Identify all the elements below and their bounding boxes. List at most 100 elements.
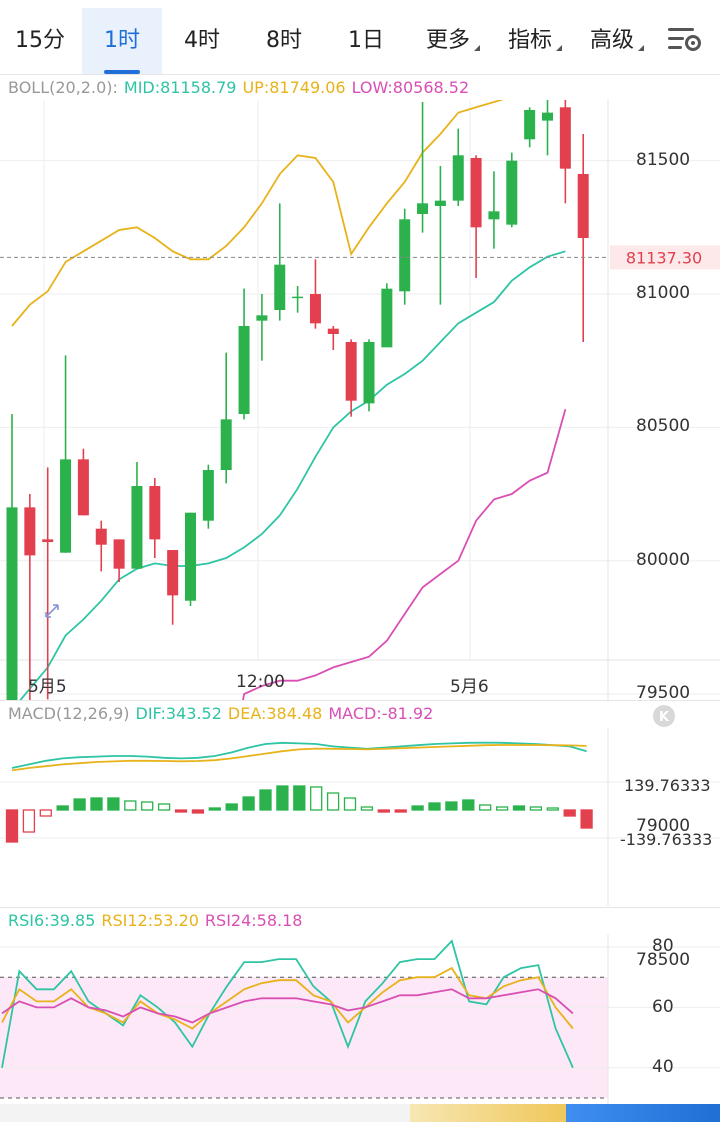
macd-histogram-bar (343, 797, 357, 811)
macd-histogram-bar (394, 809, 407, 813)
svg-text:K: K (659, 710, 670, 725)
candle-body (6, 507, 18, 700)
macd-axis-label: -139.76333 (620, 830, 713, 849)
tab-more[interactable]: 更多 (416, 8, 490, 74)
candle-body (292, 296, 304, 299)
macd-histogram-bar (39, 809, 52, 817)
tab-1d[interactable]: 1日 (348, 28, 384, 53)
macd-histogram-bar (225, 803, 238, 811)
dropdown-triangle-icon (556, 45, 562, 51)
tab-1h[interactable]: 1时 (82, 8, 162, 74)
rsi24-value: RSI24:58.18 (204, 911, 303, 930)
macd-histogram-bar (495, 806, 509, 811)
macd-histogram-bar (580, 809, 593, 829)
macd-histogram-bar (546, 807, 559, 811)
macd-histogram-bar (124, 800, 137, 811)
rsi12-value: RSI12:53.20 (101, 911, 199, 930)
candle-body (470, 157, 482, 228)
candle-body (381, 288, 393, 348)
tab-15m[interactable]: 15分 (15, 28, 65, 53)
macd-histogram-bar (276, 785, 289, 811)
price-axis-label: 81500 (636, 149, 691, 170)
macd-histogram-bar (56, 805, 69, 811)
macd-histogram-bar (5, 809, 19, 843)
rsi6-line (1, 939, 574, 1069)
rsi-chart[interactable] (0, 934, 720, 1104)
price-axis-label: 80500 (636, 416, 691, 437)
macd-histogram-bar (208, 807, 221, 811)
candle-body (506, 160, 518, 225)
tab-more-label: 更多 (425, 28, 470, 53)
candle-body (113, 539, 125, 569)
candle-body (77, 459, 89, 516)
candle-body (185, 512, 196, 601)
expand-arrows-icon (45, 604, 59, 618)
rsi24-line (1, 988, 574, 1024)
current-price-tag (610, 245, 720, 270)
candle-body (399, 219, 411, 292)
tab-1h-label: 1时 (104, 28, 140, 53)
candle-body (559, 107, 571, 169)
candle-body (327, 328, 339, 335)
macd-histogram-bar (479, 804, 492, 811)
pane-divider (0, 907, 720, 908)
macd-histogram-bar (174, 809, 188, 813)
macd-histogram-bar (141, 801, 154, 811)
interval-tab-bar: 15分 1时 4时 8时 1日 更多 指标 高级 (0, 0, 720, 74)
time-label: 5月6 (450, 677, 489, 697)
tab-8h[interactable]: 8时 (266, 28, 302, 53)
candle-body (524, 109, 536, 140)
macd-chart[interactable] (0, 728, 720, 906)
candle-body (202, 470, 214, 521)
macd-dif-line (11, 741, 587, 769)
dropdown-triangle-icon (474, 45, 480, 51)
price-axis-label: 78500 (636, 949, 691, 970)
macd-histogram-bar (107, 797, 120, 811)
candlestick-chart[interactable]: 81137.3081791.4878500.00 (0, 100, 720, 700)
macd-axis-label: 139.76333 (624, 776, 711, 795)
close-indicator-icon[interactable]: K (652, 704, 676, 728)
boll-mid-line (19, 250, 566, 700)
buy-button[interactable] (410, 1104, 566, 1122)
candle-body (24, 507, 36, 556)
bottom-bar-bg (0, 1104, 410, 1122)
candle-body (577, 173, 589, 238)
candle-body (95, 528, 107, 545)
candle-body (542, 112, 553, 121)
boll-legend: BOLL(20,2.0): MID:81158.79 UP:81749.06 LOW:… (8, 78, 475, 97)
chart-settings-icon[interactable] (666, 24, 702, 54)
macd-histogram-bar (462, 799, 475, 811)
rsi-axis-label: 80 (652, 936, 674, 956)
tab-4h[interactable]: 4时 (184, 28, 220, 53)
candle-body (345, 342, 357, 401)
macd-histogram-bar (73, 798, 86, 811)
candle-body (42, 539, 54, 543)
macd-histogram-bar (191, 809, 205, 814)
time-label: 5月5 (28, 677, 67, 697)
macd-value: MACD:-81.92 (328, 704, 434, 723)
pane-divider (0, 700, 720, 701)
tab-advanced-label: 高级 (589, 28, 634, 53)
candle-body (167, 550, 179, 596)
tab-advanced[interactable]: 高级 (580, 8, 654, 74)
sell-button[interactable] (566, 1104, 720, 1122)
rsi12-line (1, 966, 574, 1030)
macd-histogram-bar (242, 796, 255, 811)
macd-histogram-bar (411, 805, 424, 811)
time-label: 12:00 (236, 672, 285, 692)
candle-body (488, 211, 500, 220)
price-axis-label: 79500 (636, 683, 691, 704)
tab-indicators[interactable]: 指标 (498, 8, 572, 74)
macd-histogram-bar (22, 809, 36, 833)
price-axis-label: 81000 (636, 283, 691, 303)
active-tab-underline (104, 70, 140, 74)
bottom-action-bar (0, 1104, 720, 1122)
macd-histogram-bar (563, 809, 576, 817)
candle-body (452, 155, 464, 201)
rsi-axis-label: 40 (652, 1057, 674, 1077)
boll-upper-line (11, 100, 504, 327)
price-axis-label: 80000 (636, 549, 691, 570)
macd-histogram-bar (360, 806, 374, 811)
macd-histogram-bar (529, 806, 543, 811)
boll-name: BOLL(20,2.0): (8, 78, 118, 97)
